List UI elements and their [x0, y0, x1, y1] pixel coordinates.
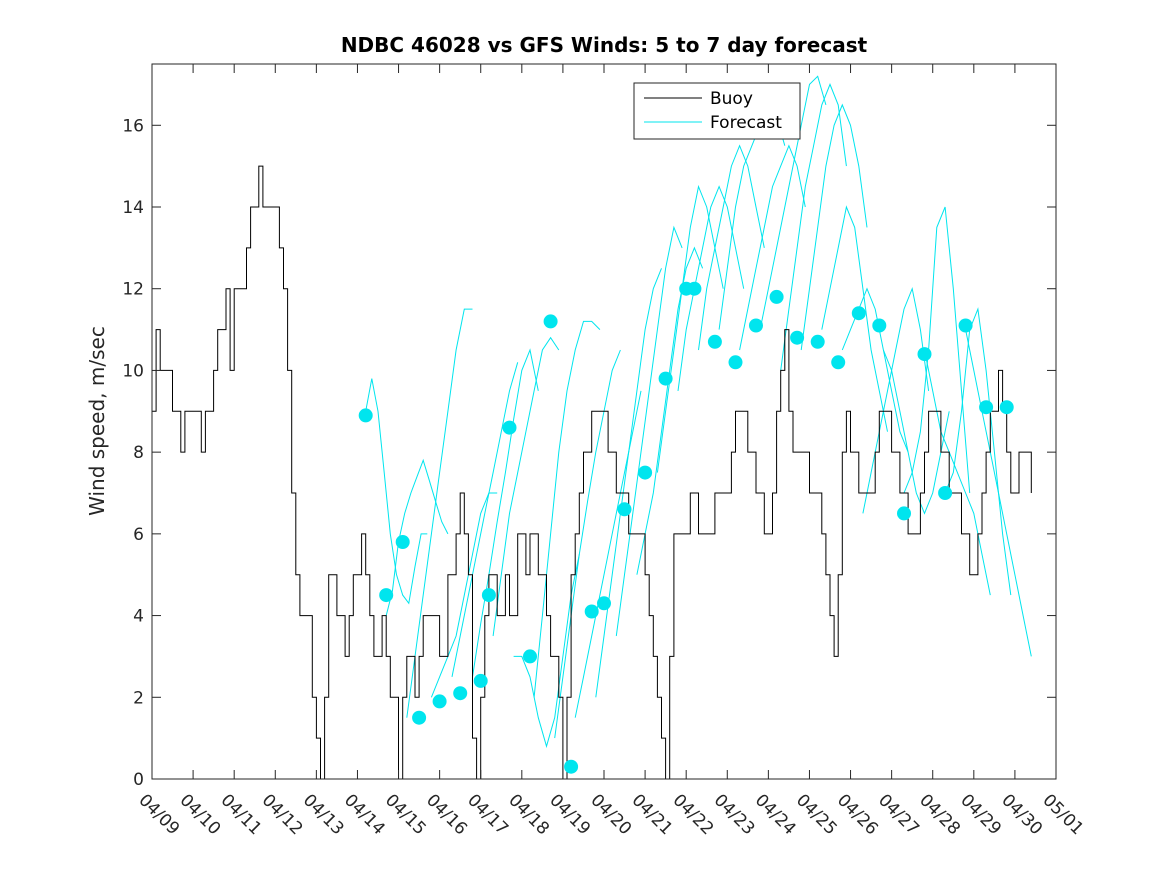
- forecast-line-11: [595, 268, 662, 698]
- forecast-line-5: [472, 348, 539, 677]
- forecast-point-22: [769, 289, 784, 304]
- forecast-line-13: [636, 246, 704, 575]
- forecast-line-6: [492, 336, 560, 637]
- forecast-point-26: [851, 306, 866, 321]
- forecast-line-1: [385, 458, 449, 616]
- legend-forecast-label: Forecast: [710, 113, 782, 133]
- legend-buoy-label: Buoy: [710, 89, 753, 109]
- forecast-point-13: [597, 596, 611, 611]
- forecast-point-32: [979, 400, 994, 415]
- buoy-line: [152, 165, 1032, 779]
- forecast-point-1: [379, 588, 394, 603]
- forecast-line-7: [513, 554, 580, 749]
- forecast-line-25: [882, 349, 950, 515]
- forecast-point-29: [917, 347, 932, 362]
- forecast-line-21: [800, 103, 868, 351]
- forecast-point-12: [584, 604, 599, 619]
- forecast-point-6: [473, 673, 488, 688]
- forecast-line-23: [841, 287, 909, 453]
- y-tick-label-3: 6: [133, 525, 144, 545]
- forecast-line-28: [944, 307, 1012, 596]
- plot-area: [152, 75, 1032, 779]
- legend-box: [633, 82, 801, 140]
- y-tick-label-8: 16: [122, 116, 144, 136]
- forecast-line-0: [365, 378, 428, 605]
- forecast-line-26: [903, 206, 971, 494]
- forecast-line-3: [430, 492, 498, 698]
- forecast-point-7: [481, 588, 496, 603]
- forecast-line-8: [533, 320, 601, 698]
- forecast-point-20: [728, 355, 743, 370]
- forecast-point-23: [790, 330, 805, 345]
- forecast-point-14: [617, 502, 632, 517]
- forecast-point-3: [412, 710, 427, 725]
- y-tick-label-6: 12: [122, 280, 144, 300]
- forecast-line-9: [554, 349, 621, 739]
- forecast-point-18: [687, 281, 702, 296]
- forecast-point-28: [897, 506, 911, 521]
- forecast-line-2: [406, 308, 473, 718]
- forecast-point-10: [543, 314, 558, 329]
- forecast-point-31: [958, 318, 973, 333]
- forecast-line-24: [862, 286, 930, 514]
- forecast-point-0: [358, 408, 373, 423]
- forecast-point-24: [810, 334, 825, 349]
- y-tick-label-5: 10: [122, 361, 144, 381]
- forecast-point-15: [638, 465, 653, 480]
- forecast-line-29: [965, 329, 1032, 657]
- forecast-line-27: [924, 349, 991, 596]
- y-tick-label-7: 14: [122, 198, 144, 218]
- forecast-line-22: [821, 205, 888, 432]
- forecast-line-14: [656, 184, 724, 473]
- forecast-point-16: [658, 371, 673, 386]
- forecast-line-16: [698, 144, 765, 351]
- y-tick-label-1: 2: [133, 688, 144, 708]
- forecast-point-4: [432, 694, 447, 709]
- chart-title: NDBC 46028 vs GFS Winds: 5 to 7 day fore…: [341, 33, 868, 57]
- forecast-line-19: [759, 75, 827, 330]
- forecast-line-20: [780, 83, 847, 371]
- y-tick-label-4: 8: [133, 443, 144, 463]
- legend: Buoy Forecast: [633, 82, 801, 140]
- forecast-point-21: [749, 318, 763, 333]
- y-tick-label-2: 4: [133, 607, 144, 627]
- forecast-point-19: [707, 334, 722, 349]
- forecast-line-15: [677, 185, 745, 391]
- forecast-point-25: [831, 355, 846, 370]
- y-axis-label: Wind speed, m/sec: [85, 326, 109, 516]
- forecast-point-2: [395, 535, 410, 549]
- forecast-point-9: [523, 649, 537, 664]
- forecast-point-8: [502, 420, 517, 435]
- forecast-point-5: [453, 686, 468, 701]
- y-tick-label-0: 0: [133, 770, 144, 790]
- forecast-point-33: [999, 400, 1014, 415]
- forecast-point-30: [938, 486, 953, 500]
- forecast-line-4: [451, 362, 519, 677]
- forecast-point-11: [564, 759, 579, 774]
- forecast-point-27: [872, 318, 887, 333]
- forecast-line-12: [615, 225, 683, 637]
